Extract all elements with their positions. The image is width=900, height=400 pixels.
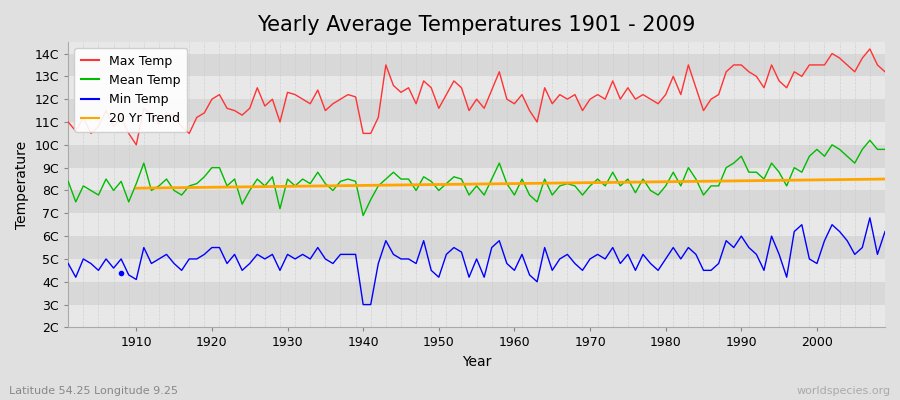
- X-axis label: Year: Year: [462, 355, 491, 369]
- Bar: [68, 145, 885, 168]
- Bar: [68, 282, 885, 304]
- Bar: [68, 236, 885, 259]
- Bar: [68, 190, 885, 213]
- Bar: [68, 122, 885, 145]
- Bar: [68, 31, 885, 54]
- Text: Latitude 54.25 Longitude 9.25: Latitude 54.25 Longitude 9.25: [9, 386, 178, 396]
- Bar: [68, 76, 885, 99]
- Bar: [68, 54, 885, 76]
- Bar: [68, 168, 885, 190]
- Bar: [68, 304, 885, 328]
- Title: Yearly Average Temperatures 1901 - 2009: Yearly Average Temperatures 1901 - 2009: [257, 15, 696, 35]
- Text: worldspecies.org: worldspecies.org: [796, 386, 891, 396]
- Legend: Max Temp, Mean Temp, Min Temp, 20 Yr Trend: Max Temp, Mean Temp, Min Temp, 20 Yr Tre…: [75, 48, 187, 132]
- Bar: [68, 213, 885, 236]
- Y-axis label: Temperature: Temperature: [15, 141, 29, 229]
- Bar: [68, 259, 885, 282]
- Bar: [68, 99, 885, 122]
